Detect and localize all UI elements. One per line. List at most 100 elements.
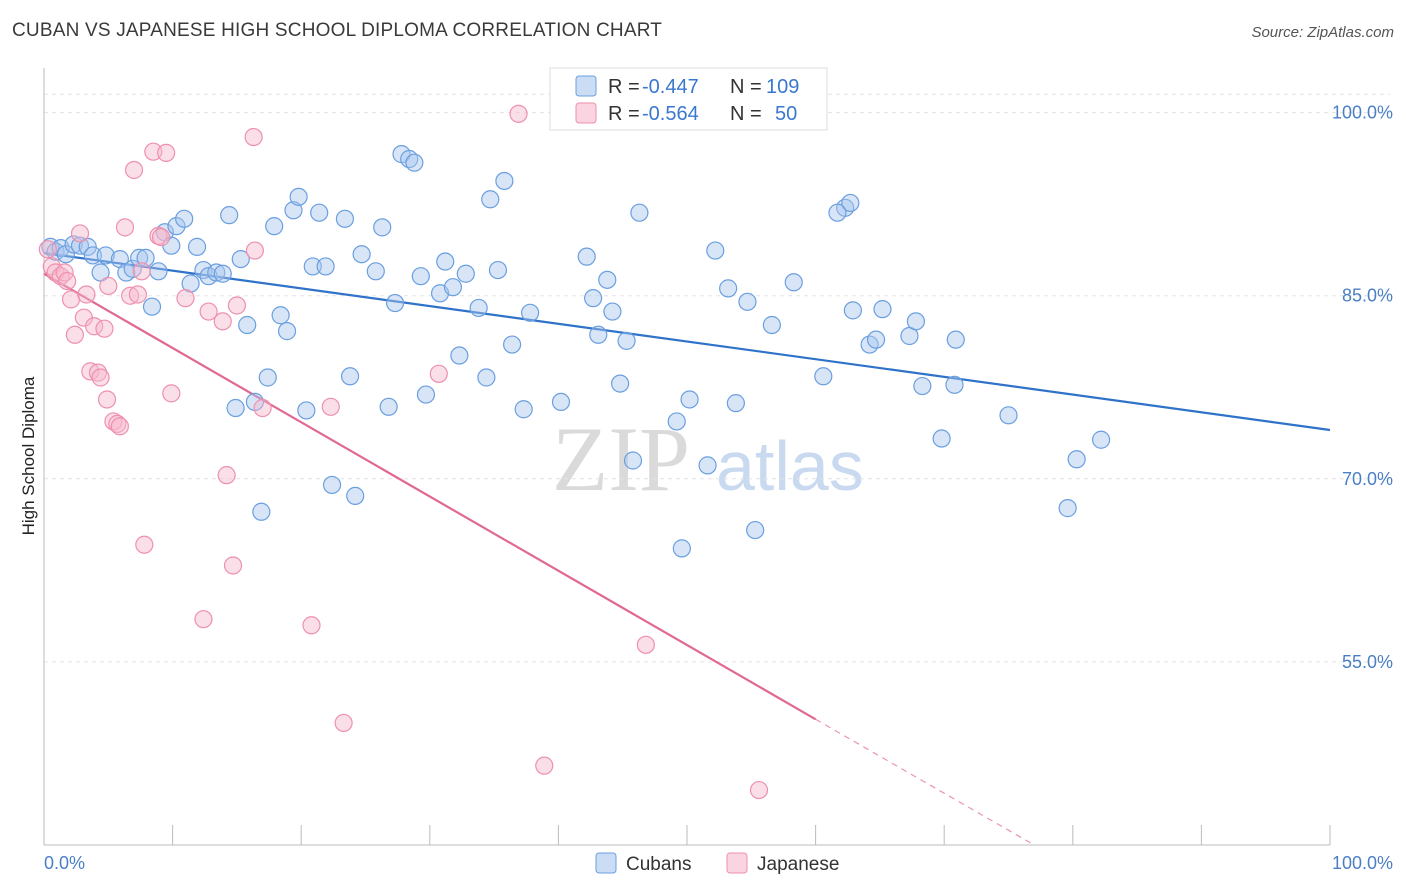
legend-r-value-japanese: -0.564 (642, 103, 699, 125)
cubans-point (207, 263, 226, 282)
cubans-point (551, 392, 571, 412)
x-tick-label: 0.0% (44, 853, 85, 873)
japanese-point (162, 384, 181, 403)
cubans-point (584, 289, 603, 308)
japanese-point (244, 127, 263, 147)
japanese-point (99, 276, 118, 296)
trend-lines (43, 251, 1331, 846)
cubans-point (746, 520, 765, 540)
cubans-point (784, 273, 803, 292)
cubans-point (220, 206, 239, 225)
cubans-point (83, 246, 102, 265)
japanese-point (97, 390, 117, 409)
series-legend-swatch-cubans (595, 852, 617, 874)
cubans-point (96, 246, 115, 265)
cubans-point (667, 412, 686, 431)
cubans-point (469, 298, 488, 318)
y-tick-label: 100.0% (1332, 103, 1393, 123)
japanese-point (334, 713, 353, 733)
cubans-point (906, 312, 926, 331)
japanese-point (77, 285, 96, 304)
x-tick-label: 100.0% (1332, 853, 1393, 873)
cubans-point (64, 235, 83, 254)
japanese-point (176, 289, 195, 308)
grid-lines (44, 93, 1390, 663)
cubans-point (866, 330, 886, 349)
cubans-point (340, 367, 360, 386)
cubans-point (231, 249, 250, 269)
cubans-point (373, 218, 392, 237)
cubans-point (945, 375, 964, 394)
japanese-point (115, 218, 135, 237)
cubans-point (946, 330, 965, 349)
japanese-point (213, 312, 232, 331)
japanese-point (223, 556, 243, 575)
cubans-point (238, 315, 257, 335)
cubans-point (521, 303, 540, 322)
japanese-point (429, 364, 448, 383)
cubans-point (303, 257, 322, 276)
cubans-point (271, 306, 290, 325)
cubans-point (481, 190, 500, 209)
cubans-point (698, 456, 717, 475)
cubans-point (91, 263, 110, 282)
japanese-point (108, 414, 127, 433)
japanese-point (58, 271, 77, 291)
cubans-point (1058, 499, 1077, 518)
cubans-point (443, 278, 463, 297)
japanese-point (749, 780, 769, 800)
cubans-point (762, 315, 781, 335)
cubans-point (284, 201, 303, 220)
legend-swatch-cubans (575, 75, 597, 97)
legend-r-label-cubans: R = (608, 76, 640, 98)
y-tick-label: 70.0% (1342, 469, 1393, 489)
cubans-point (726, 394, 745, 413)
cubans-point (258, 368, 277, 387)
cubans-point (603, 302, 622, 321)
cubans-point (352, 245, 371, 264)
watermark-atlas: atlas (716, 427, 864, 505)
cubans-point (617, 331, 636, 350)
cubans-point (142, 297, 162, 316)
japanese-point (88, 363, 108, 382)
cubans-point (136, 248, 155, 267)
cubans-point (477, 368, 496, 387)
japanese-point (70, 224, 90, 243)
cubans-point (913, 376, 932, 396)
japanese-point (61, 290, 81, 309)
cubans-point (719, 279, 738, 298)
tick-labels: 55.0% 70.0% 85.0% 100.0% 0.0% 100.0% (44, 103, 1393, 873)
y-tick-label: 85.0% (1342, 286, 1393, 306)
cubans-point (78, 237, 97, 256)
cubans-point (680, 390, 699, 409)
legend-n-label-cubans: N = (730, 76, 762, 98)
cubans-point (456, 264, 475, 283)
japanese-point (151, 228, 171, 247)
japanese-point (135, 535, 154, 554)
legend-n-value-japanese: 50 (775, 103, 797, 125)
cubans-point (56, 245, 75, 264)
japanese-point (91, 368, 110, 387)
cubans-point (175, 209, 194, 228)
cubans-point (265, 217, 284, 236)
cubans-point (814, 367, 833, 386)
legend-r-value-cubans: -0.447 (642, 76, 699, 98)
series-legend: Cubans Japanese (595, 852, 839, 875)
japanese-point (302, 616, 321, 635)
japanese-point (124, 160, 144, 180)
cubans-point (252, 502, 271, 521)
watermark-zip: ZIP (552, 408, 690, 510)
cubans-point (630, 203, 649, 222)
cubans-point (672, 539, 691, 558)
cubans-point (488, 260, 508, 280)
cubans-point (322, 475, 342, 495)
cubans-point (167, 217, 186, 236)
cubans-point (335, 209, 355, 228)
cubans-point (316, 257, 335, 276)
cubans-point (385, 293, 405, 313)
cubans-point (416, 385, 436, 404)
cubans-point (611, 374, 630, 393)
cubans-point (1091, 430, 1111, 449)
japanese-point (157, 143, 176, 162)
